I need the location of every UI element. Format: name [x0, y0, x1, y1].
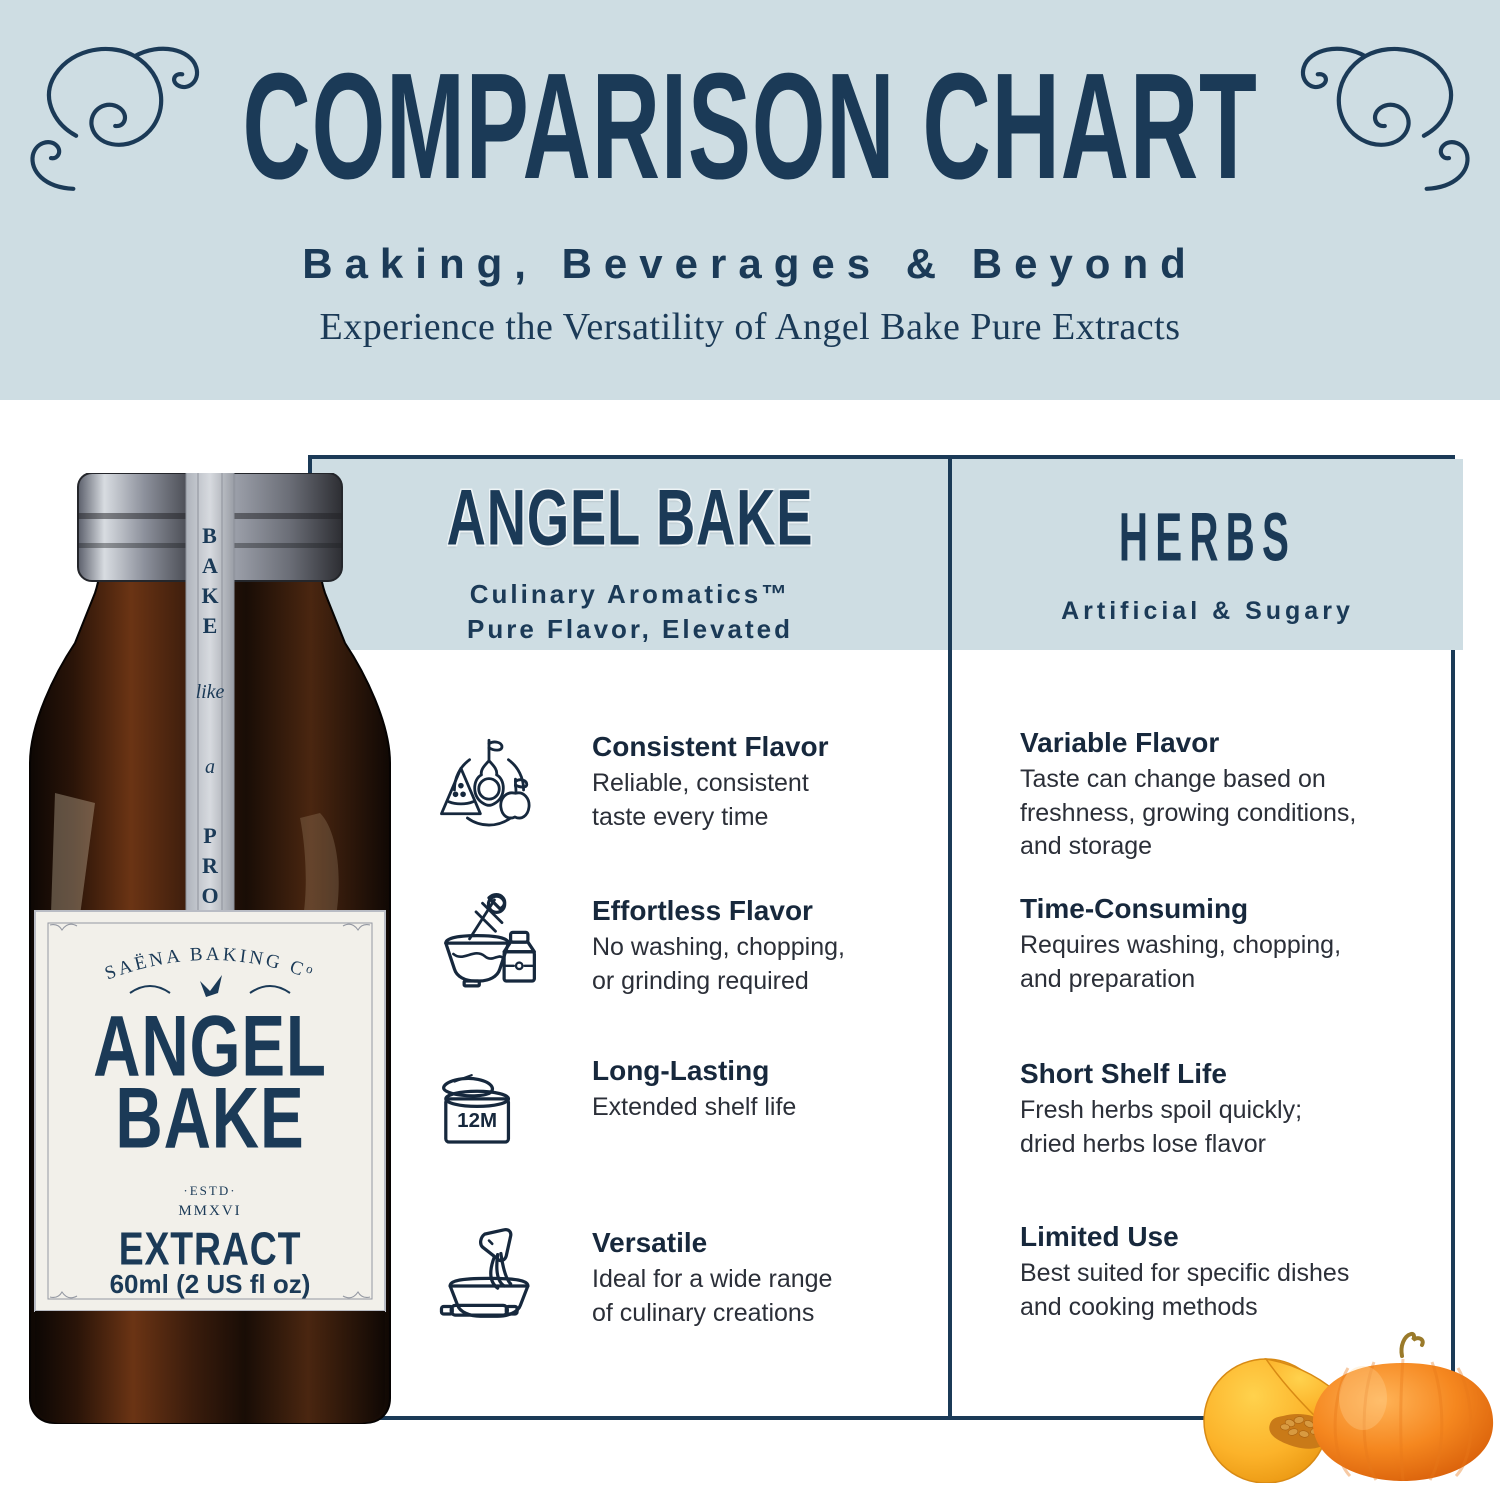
svg-text:BAKE: BAKE [115, 1071, 304, 1167]
svg-text:R: R [202, 853, 219, 878]
svg-text:·ESTD·: ·ESTD· [183, 1183, 236, 1198]
svg-text:E: E [203, 613, 218, 638]
svg-text:A: A [202, 553, 218, 578]
svg-text:60ml (2 US fl oz): 60ml (2 US fl oz) [110, 1269, 311, 1299]
svg-text:like: like [196, 681, 225, 703]
svg-text:P: P [203, 823, 216, 848]
svg-text:EXTRACT: EXTRACT [119, 1223, 302, 1275]
svg-text:12M: 12M [457, 1109, 497, 1132]
svg-text:MMXVI: MMXVI [178, 1203, 241, 1219]
svg-text:O: O [201, 883, 218, 908]
svg-text:B: B [202, 523, 218, 548]
svg-text:K: K [201, 583, 218, 608]
svg-text:a: a [205, 756, 215, 778]
